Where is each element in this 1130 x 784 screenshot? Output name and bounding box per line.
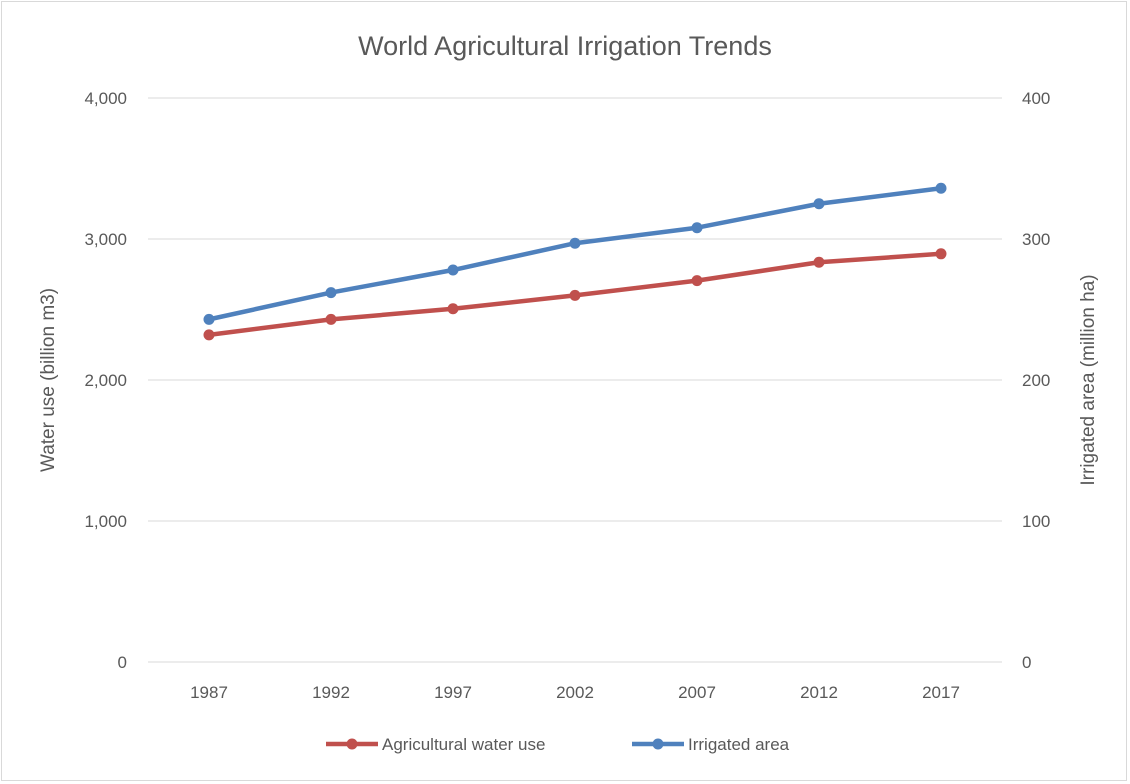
data-point-irrigated-area: [325, 287, 337, 299]
x-tick-label: 1997: [434, 683, 472, 702]
data-point-agricultural-water-use: [569, 289, 581, 301]
data-point-irrigated-area: [935, 182, 947, 194]
data-point-agricultural-water-use: [813, 256, 825, 268]
x-tick-label: 2012: [800, 683, 838, 702]
left-tick-label: 3,000: [84, 230, 127, 249]
gridlines: [148, 97, 1002, 663]
data-point-agricultural-water-use: [447, 303, 459, 315]
left-axis-ticks: 0 1,000 2,000 3,000 4,000: [84, 89, 127, 672]
data-point-irrigated-area: [691, 222, 703, 234]
data-point-agricultural-water-use: [325, 313, 337, 325]
legend-marker-irrigated-area: [652, 738, 664, 750]
chart-title: World Agricultural Irrigation Trends: [358, 31, 772, 61]
data-point-agricultural-water-use: [935, 248, 947, 260]
data-point-irrigated-area: [447, 264, 459, 276]
data-point-agricultural-water-use: [691, 275, 703, 287]
data-point-irrigated-area: [813, 198, 825, 210]
right-tick-label: 400: [1022, 89, 1050, 108]
x-tick-label: 1987: [190, 683, 228, 702]
left-tick-label: 2,000: [84, 371, 127, 390]
right-axis-ticks: 0 100 200 300 400: [1022, 89, 1050, 672]
legend-label-agricultural-water-use: Agricultural water use: [382, 735, 545, 754]
right-axis-label: Irrigated area (million ha): [1078, 274, 1099, 485]
legend: Agricultural water use Irrigated area: [326, 735, 790, 754]
right-tick-label: 0: [1022, 653, 1031, 672]
data-point-irrigated-area: [569, 237, 581, 249]
legend-marker-agricultural-water-use: [346, 738, 358, 750]
left-tick-label: 0: [118, 653, 127, 672]
x-axis-ticks: 1987 1992 1997 2002 2007 2012 2017: [190, 683, 960, 702]
right-tick-label: 200: [1022, 371, 1050, 390]
data-point-agricultural-water-use: [203, 329, 215, 341]
left-tick-label: 4,000: [84, 89, 127, 108]
legend-label-irrigated-area: Irrigated area: [688, 735, 790, 754]
right-tick-label: 300: [1022, 230, 1050, 249]
x-tick-label: 2002: [556, 683, 594, 702]
left-axis-label: Water use (billion m3): [38, 288, 59, 472]
series-group: [203, 182, 947, 341]
x-tick-label: 1992: [312, 683, 350, 702]
left-tick-label: 1,000: [84, 512, 127, 531]
x-tick-label: 2007: [678, 683, 716, 702]
right-tick-label: 100: [1022, 512, 1050, 531]
x-tick-label: 2017: [922, 683, 960, 702]
data-point-irrigated-area: [203, 313, 215, 325]
